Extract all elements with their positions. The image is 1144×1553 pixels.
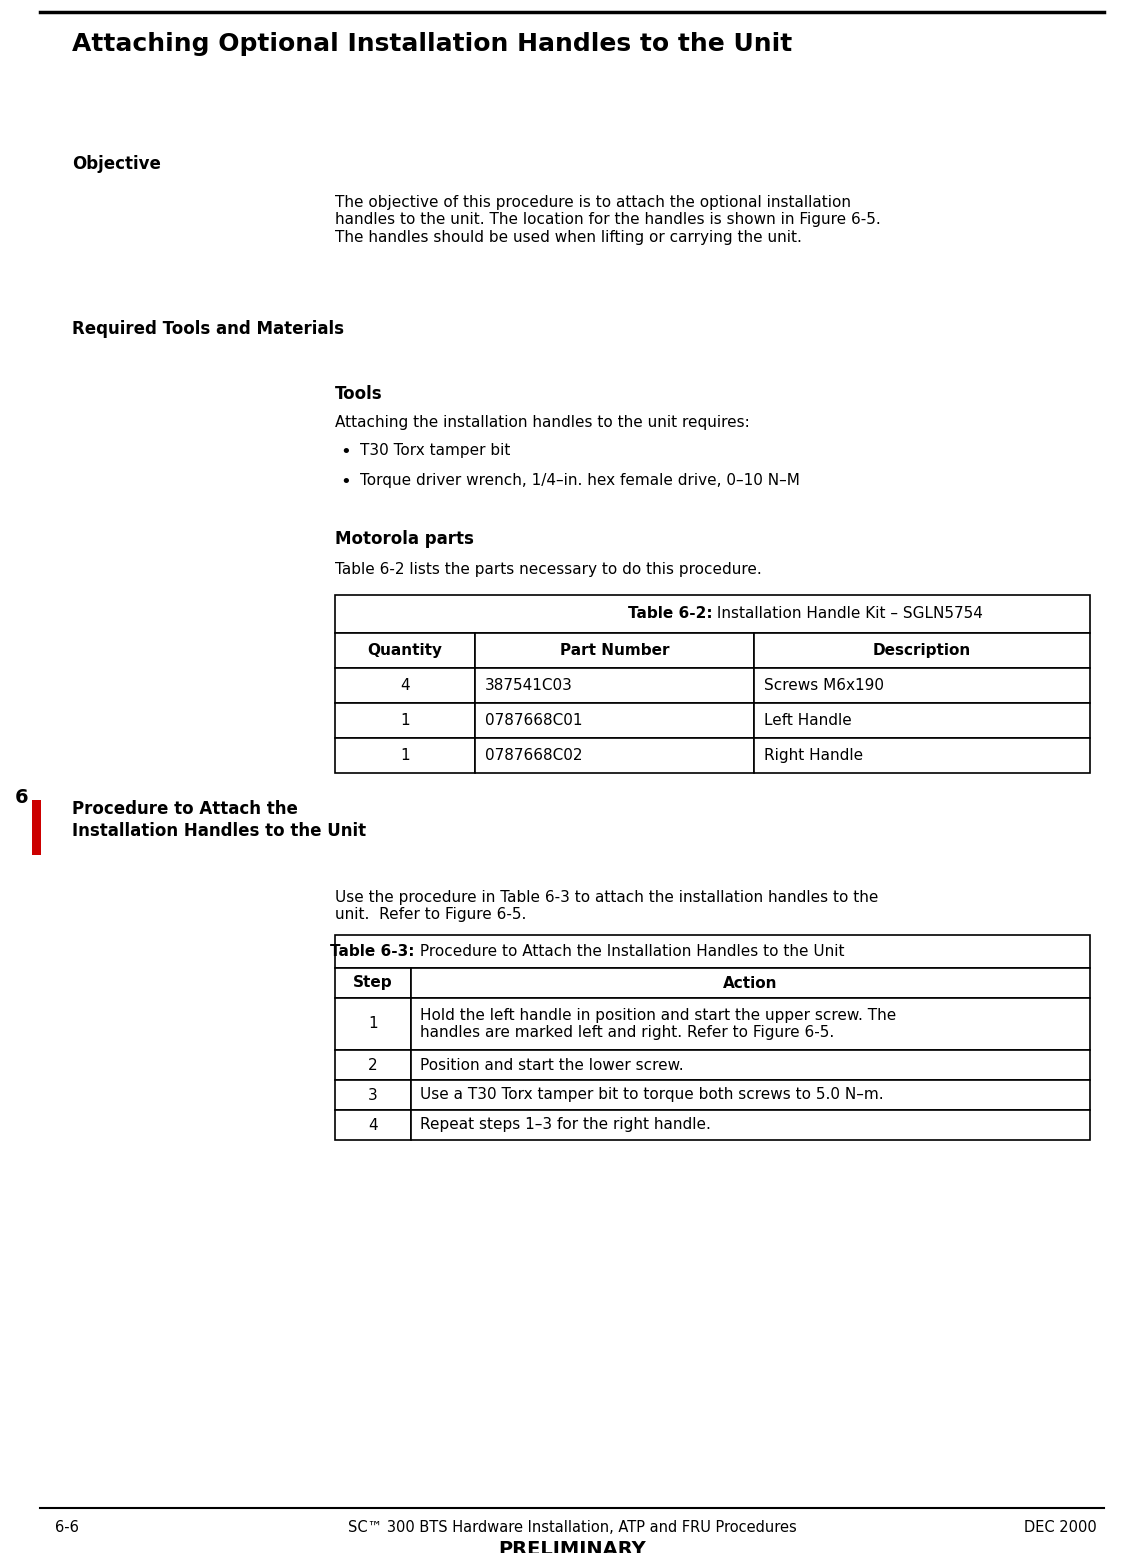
Bar (475, 634, 754, 668)
Text: Torque driver wrench, 1/4–in. hex female drive, 0–10 N–M: Torque driver wrench, 1/4–in. hex female… (360, 474, 800, 488)
Text: Right Handle: Right Handle (764, 749, 864, 763)
Text: Installation Handles to the Unit: Installation Handles to the Unit (72, 822, 366, 840)
Bar (411, 968, 1090, 999)
Text: Table 6-2:: Table 6-2: (628, 607, 713, 621)
Text: Description: Description (873, 643, 971, 658)
Text: 4: 4 (400, 679, 410, 693)
Bar (335, 1079, 411, 1110)
Bar (335, 668, 475, 704)
Text: Action: Action (723, 975, 778, 991)
Bar (754, 738, 1090, 773)
Bar (335, 738, 475, 773)
Text: 0787668C02: 0787668C02 (485, 749, 582, 763)
Text: Table 6-2 lists the parts necessary to do this procedure.: Table 6-2 lists the parts necessary to d… (335, 562, 762, 578)
Bar (335, 1110, 411, 1140)
Text: Motorola parts: Motorola parts (335, 530, 474, 548)
Bar (335, 634, 475, 668)
Bar (335, 1050, 411, 1079)
Bar (335, 968, 411, 999)
Text: 2: 2 (368, 1058, 378, 1073)
Bar (754, 634, 1090, 668)
Text: Objective: Objective (72, 155, 161, 172)
Text: Tools: Tools (335, 385, 382, 402)
Bar (475, 704, 754, 738)
Bar (411, 999, 1090, 1050)
Text: Repeat steps 1–3 for the right handle.: Repeat steps 1–3 for the right handle. (421, 1118, 712, 1132)
Text: Table 6-3:: Table 6-3: (331, 944, 415, 960)
Bar (335, 999, 411, 1050)
Text: Position and start the lower screw.: Position and start the lower screw. (421, 1058, 684, 1073)
Text: 1: 1 (368, 1017, 378, 1031)
Text: Screws M6x190: Screws M6x190 (764, 679, 884, 693)
Text: 3: 3 (368, 1087, 378, 1103)
Text: Procedure to Attach the: Procedure to Attach the (72, 800, 297, 818)
Text: 0787668C01: 0787668C01 (485, 713, 582, 728)
Bar (754, 704, 1090, 738)
Bar (475, 668, 754, 704)
Text: Installation Handle Kit – SGLN5754: Installation Handle Kit – SGLN5754 (713, 607, 984, 621)
Bar (335, 595, 1090, 634)
Text: 6-6: 6-6 (55, 1520, 79, 1534)
Bar (754, 668, 1090, 704)
Text: Left Handle: Left Handle (764, 713, 852, 728)
Text: Attaching the installation handles to the unit requires:: Attaching the installation handles to th… (335, 415, 749, 430)
Text: The objective of this procedure is to attach the optional installation
handles t: The objective of this procedure is to at… (335, 196, 881, 245)
Bar (335, 704, 475, 738)
Text: 1: 1 (400, 749, 410, 763)
Bar (411, 1079, 1090, 1110)
Text: •: • (340, 474, 351, 491)
Text: Part Number: Part Number (559, 643, 669, 658)
Bar (335, 935, 1090, 968)
Text: 387541C03: 387541C03 (485, 679, 572, 693)
Text: Attaching Optional Installation Handles to the Unit: Attaching Optional Installation Handles … (72, 33, 793, 56)
Text: T30 Torx tamper bit: T30 Torx tamper bit (360, 443, 510, 458)
Text: Procedure to Attach the Installation Handles to the Unit: Procedure to Attach the Installation Han… (415, 944, 844, 960)
Text: Quantity: Quantity (367, 643, 443, 658)
Text: SC™ 300 BTS Hardware Installation, ATP and FRU Procedures: SC™ 300 BTS Hardware Installation, ATP a… (348, 1520, 796, 1534)
Bar (475, 738, 754, 773)
Text: •: • (340, 443, 351, 461)
Text: 4: 4 (368, 1118, 378, 1132)
Text: Use a T30 Torx tamper bit to torque both screws to 5.0 N–m.: Use a T30 Torx tamper bit to torque both… (421, 1087, 884, 1103)
Bar (411, 1110, 1090, 1140)
Text: Required Tools and Materials: Required Tools and Materials (72, 320, 344, 339)
Text: Use the procedure in Table 6-3 to attach the installation handles to the
unit.  : Use the procedure in Table 6-3 to attach… (335, 890, 879, 922)
Text: 6: 6 (15, 787, 29, 808)
Text: Hold the left handle in position and start the upper screw. The
handles are mark: Hold the left handle in position and sta… (421, 1008, 897, 1041)
Text: 1: 1 (400, 713, 410, 728)
Text: PRELIMINARY: PRELIMINARY (498, 1541, 646, 1553)
Text: DEC 2000: DEC 2000 (1024, 1520, 1097, 1534)
Bar (411, 1050, 1090, 1079)
Bar (32, 800, 41, 856)
Text: Step: Step (353, 975, 392, 991)
